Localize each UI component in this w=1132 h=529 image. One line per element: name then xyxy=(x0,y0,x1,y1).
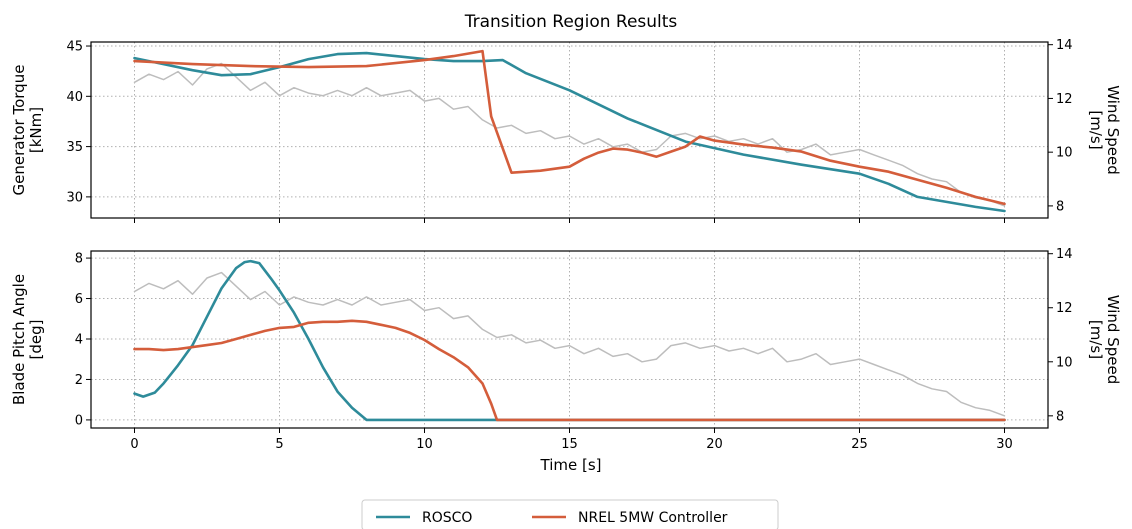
y-axis-label: Blade Pitch Angle[deg] xyxy=(10,274,45,405)
legend-label: NREL 5MW Controller xyxy=(578,510,728,526)
nrel-5mw-controller-line xyxy=(133,319,1006,422)
x-tick-label: 30 xyxy=(996,437,1013,452)
wind-speed-line xyxy=(133,62,1006,207)
rosco-line xyxy=(133,51,1006,213)
x-tick-label: 5 xyxy=(275,437,283,452)
y-tick-label: 6 xyxy=(75,292,83,307)
y2-tick-label: 8 xyxy=(1056,199,1064,214)
y2-axis-label-line: [m/s] xyxy=(1087,320,1105,359)
y2-axis-label-line: Wind Speed xyxy=(1104,85,1122,175)
torque-subplot: 30 35 40 45 8 10 12 14 Generator Torque[kNm] Wind… xyxy=(10,38,1122,223)
y2-axis-label: Wind Speed[m/s] xyxy=(1087,85,1122,175)
y2-axis-label: Wind Speed[m/s] xyxy=(1087,295,1122,385)
y-axis-label-line: Generator Torque xyxy=(10,65,28,196)
y-axis-label-line: Blade Pitch Angle xyxy=(10,274,28,405)
y-tick-label: 40 xyxy=(66,90,83,105)
chart-title: Transition Region Results xyxy=(464,12,678,32)
y-tick-label: 0 xyxy=(75,413,83,428)
x-tick-label: 25 xyxy=(851,437,868,452)
y2-tick-label: 14 xyxy=(1056,38,1073,53)
y2-tick-label: 8 xyxy=(1056,409,1064,424)
y2-tick-label: 10 xyxy=(1056,355,1073,370)
y2-axis-label-line: [m/s] xyxy=(1087,110,1105,149)
y2-axis-label-line: Wind Speed xyxy=(1104,295,1122,385)
y-axis-label-line: [deg] xyxy=(27,320,45,360)
y-tick-label: 8 xyxy=(75,252,83,267)
y-tick-label: 35 xyxy=(66,140,83,155)
y2-tick-label: 12 xyxy=(1056,92,1073,107)
y-axis-label: Generator Torque[kNm] xyxy=(10,65,45,196)
legend-label: ROSCO xyxy=(422,510,472,526)
rosco-line xyxy=(133,259,1006,422)
y-axis-label-line: [kNm] xyxy=(27,107,45,153)
legend-box xyxy=(361,499,779,529)
y-tick-label: 2 xyxy=(75,373,83,388)
x-tick-label: 15 xyxy=(561,437,578,452)
nrel-5mw-controller-line xyxy=(133,49,1006,206)
y2-tick-label: 12 xyxy=(1056,301,1073,316)
x-tick-label: 0 xyxy=(130,437,138,452)
wind-speed-line xyxy=(133,271,1006,417)
y-tick-label: 4 xyxy=(75,332,83,347)
y-tick-label: 30 xyxy=(66,190,83,205)
y2-tick-label: 10 xyxy=(1056,146,1073,161)
x-axis-label: Time [s] xyxy=(540,456,602,474)
x-tick-label: 10 xyxy=(416,437,433,452)
y-tick-label: 45 xyxy=(66,40,83,55)
x-tick-label: 20 xyxy=(706,437,723,452)
pitch-subplot: 0 2 4 6 8 8 10 12 14 0 5 10 15 20 25 30 Blade Pitch Angl… xyxy=(10,247,1122,452)
legend: ROSCO NREL 5MW Controller xyxy=(361,499,779,529)
y2-tick-label: 14 xyxy=(1056,247,1073,262)
